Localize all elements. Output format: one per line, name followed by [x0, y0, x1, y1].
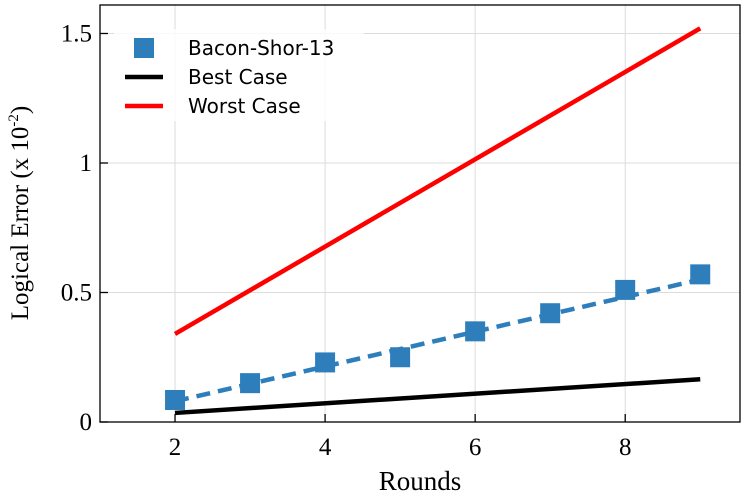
y-label-text: Logical Error (x 10 [7, 127, 34, 321]
marker [240, 373, 261, 394]
marker [465, 321, 486, 342]
marker [615, 279, 636, 300]
legend-label: Worst Case [188, 94, 301, 118]
y-label-close: ) [7, 106, 34, 114]
x-axis-label: Rounds [379, 466, 462, 496]
x-tick-label: 2 [169, 434, 182, 461]
marker [165, 389, 186, 410]
y-tick-label: 1.5 [61, 20, 92, 47]
series-line [173, 26, 702, 336]
plot-frame [99, 4, 741, 423]
series-line [174, 377, 701, 416]
legend: Bacon-Shor-13 Best Case Worst Case [114, 29, 364, 121]
legend-marker [134, 38, 154, 58]
legend-label: Bacon-Shor-13 [188, 36, 334, 60]
x-tick-label: 6 [469, 434, 482, 461]
y-tick-label: 0 [80, 409, 93, 436]
y-label-sup: -2 [6, 114, 22, 127]
legend-label: Best Case [188, 65, 288, 89]
y-axis-label: Logical Error (x 10-2) [6, 106, 34, 321]
x-tick-label: 4 [319, 434, 332, 461]
marker [315, 352, 336, 373]
marker [390, 347, 411, 368]
marker [540, 303, 561, 324]
y-tick-label: 0.5 [61, 279, 92, 306]
fit-line [174, 277, 701, 404]
x-tick-label: 8 [619, 434, 632, 461]
marker [690, 264, 711, 285]
y-tick-label: 1 [80, 150, 93, 177]
